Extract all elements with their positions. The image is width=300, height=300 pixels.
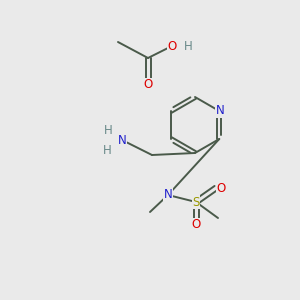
Text: S: S (192, 196, 200, 208)
Text: O: O (191, 218, 201, 232)
Text: O: O (216, 182, 226, 194)
Text: H: H (184, 40, 192, 52)
Text: N: N (164, 188, 172, 202)
Text: H: H (103, 143, 111, 157)
Text: N: N (118, 134, 126, 146)
Text: O: O (143, 79, 153, 92)
Text: O: O (167, 40, 177, 52)
Text: H: H (103, 124, 112, 136)
Text: N: N (216, 104, 225, 118)
